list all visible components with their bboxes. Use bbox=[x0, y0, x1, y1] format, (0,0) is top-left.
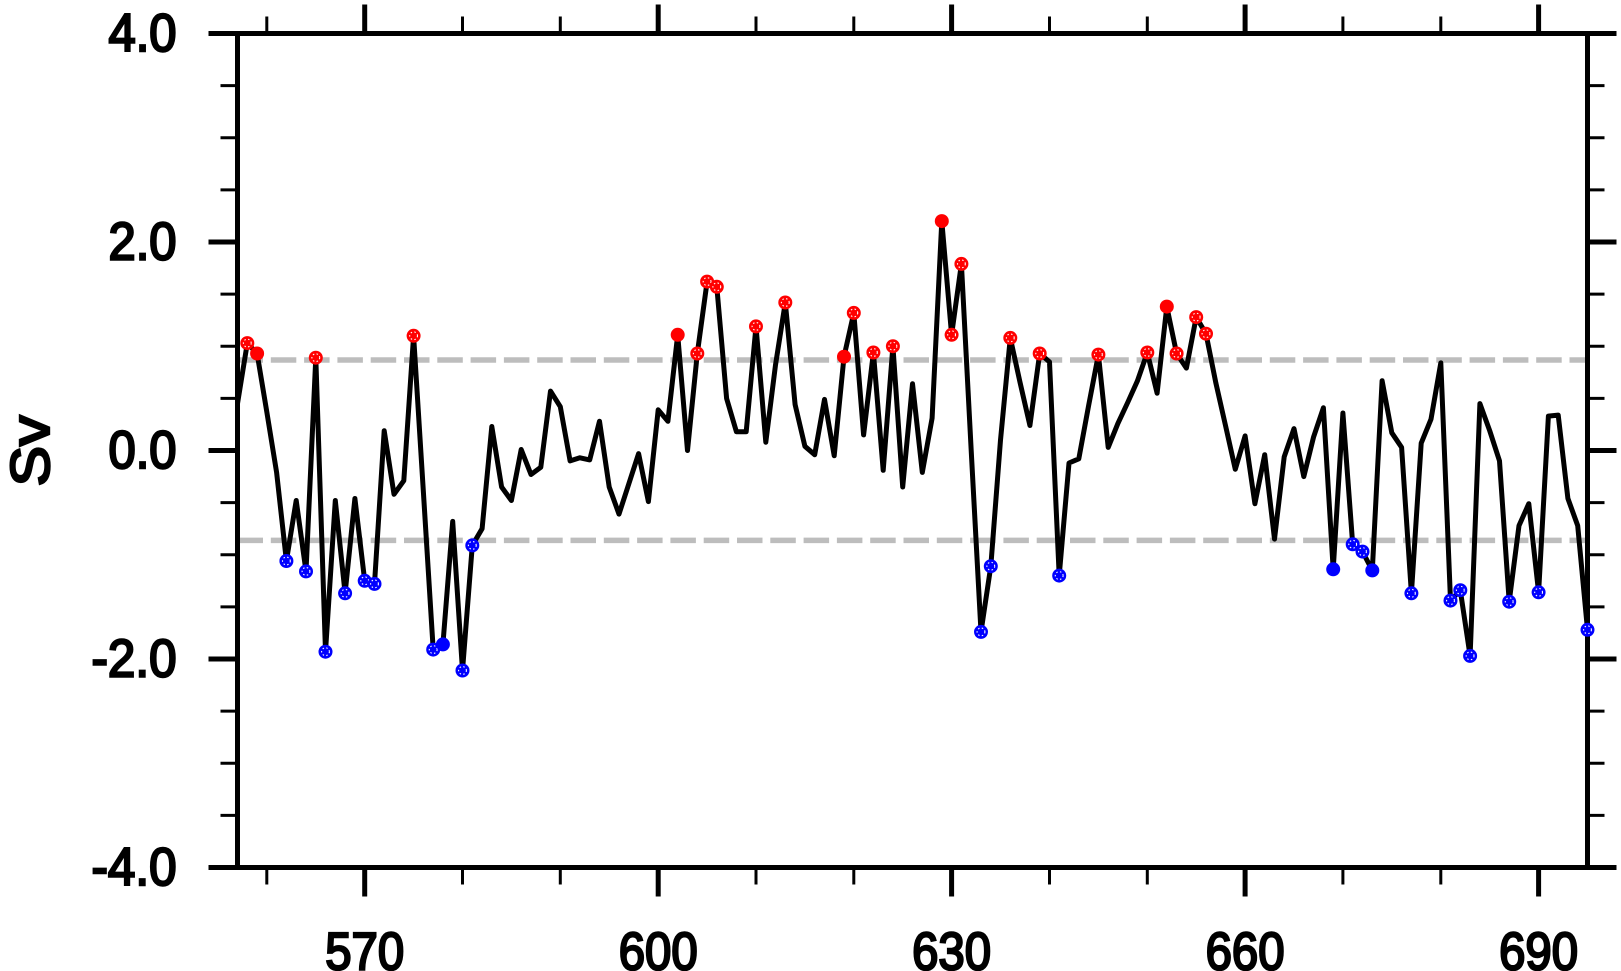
svg-text:630: 630 bbox=[912, 923, 991, 971]
svg-text:Sv: Sv bbox=[0, 415, 61, 487]
svg-text:4.0: 4.0 bbox=[109, 4, 177, 63]
svg-text:0.0: 0.0 bbox=[109, 421, 177, 480]
svg-text:570: 570 bbox=[325, 923, 404, 971]
svg-text:600: 600 bbox=[619, 923, 698, 971]
svg-text:-2.0: -2.0 bbox=[92, 630, 177, 689]
svg-text:-4.0: -4.0 bbox=[92, 838, 177, 897]
svg-text:660: 660 bbox=[1206, 923, 1285, 971]
svg-text:690: 690 bbox=[1499, 923, 1578, 971]
svg-text:2.0: 2.0 bbox=[109, 213, 177, 272]
